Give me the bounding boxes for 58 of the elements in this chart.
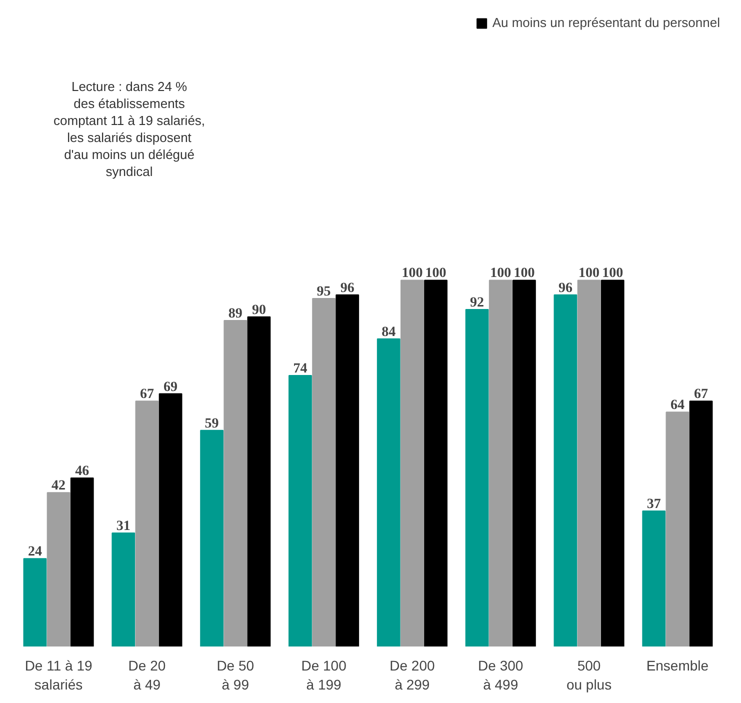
data-label: 96 bbox=[558, 280, 572, 296]
bar bbox=[577, 280, 601, 646]
x-tick-label: De 20 à 49 bbox=[128, 658, 166, 693]
data-label: 100 bbox=[490, 266, 512, 282]
bar bbox=[336, 294, 360, 646]
data-label: 89 bbox=[228, 306, 242, 322]
data-label: 100 bbox=[402, 266, 423, 282]
bar bbox=[642, 510, 666, 646]
bar bbox=[600, 280, 624, 646]
data-label: 24 bbox=[28, 544, 42, 560]
data-label: 46 bbox=[75, 464, 90, 480]
bar bbox=[400, 280, 424, 646]
x-tick-label: De 11 à 19 salariés bbox=[24, 658, 92, 693]
data-label: 31 bbox=[116, 518, 130, 534]
bar bbox=[23, 558, 47, 646]
data-label: 74 bbox=[293, 361, 308, 376]
data-label: 69 bbox=[164, 380, 178, 395]
data-label: 96 bbox=[340, 280, 354, 296]
bar bbox=[247, 316, 271, 646]
bar bbox=[46, 492, 70, 646]
legend-label: Au moins un représentant du personnel bbox=[492, 15, 720, 30]
data-label: 95 bbox=[316, 284, 331, 300]
text: Lecture : dans 24 % des établissements comptant 11 à 19 salariés, les salariés disposent d'au moins un délégué syndical bbox=[54, 78, 206, 179]
data-label: 37 bbox=[646, 496, 661, 512]
bar bbox=[424, 280, 448, 646]
data-label: 59 bbox=[204, 416, 219, 432]
data-label: 84 bbox=[382, 324, 396, 340]
bar bbox=[70, 478, 94, 646]
x-tick-label: De 300 à 499 bbox=[478, 658, 524, 693]
bar bbox=[112, 532, 136, 646]
x-tick-label: De 50 à 99 bbox=[216, 658, 254, 693]
data-label: 67 bbox=[694, 387, 708, 402]
bar bbox=[200, 430, 224, 646]
data-label: 92 bbox=[470, 296, 484, 311]
data-label: 100 bbox=[602, 266, 624, 282]
data-label: 100 bbox=[425, 266, 446, 282]
bar bbox=[554, 294, 578, 646]
x-tick-label: De 100 à 199 bbox=[301, 658, 347, 693]
data-label: 100 bbox=[578, 266, 600, 282]
bar bbox=[312, 298, 336, 646]
data-label: 100 bbox=[514, 266, 535, 282]
data-label: 90 bbox=[252, 302, 266, 318]
data-label: 64 bbox=[670, 398, 684, 414]
bar bbox=[158, 393, 182, 646]
bar bbox=[488, 280, 512, 646]
x-tick-label: Ensemble bbox=[646, 658, 709, 674]
data-label: 67 bbox=[140, 387, 154, 402]
bar bbox=[689, 400, 713, 646]
bar bbox=[224, 320, 248, 646]
bar bbox=[288, 374, 312, 646]
bar bbox=[135, 400, 159, 646]
bar bbox=[465, 309, 489, 646]
bar bbox=[376, 338, 400, 646]
bar bbox=[512, 280, 536, 646]
x-tick-label: 500 ou plus bbox=[566, 658, 612, 693]
bar bbox=[666, 412, 690, 646]
x-tick-label: De 200 à 299 bbox=[390, 658, 435, 693]
data-label: 42 bbox=[52, 478, 66, 494]
